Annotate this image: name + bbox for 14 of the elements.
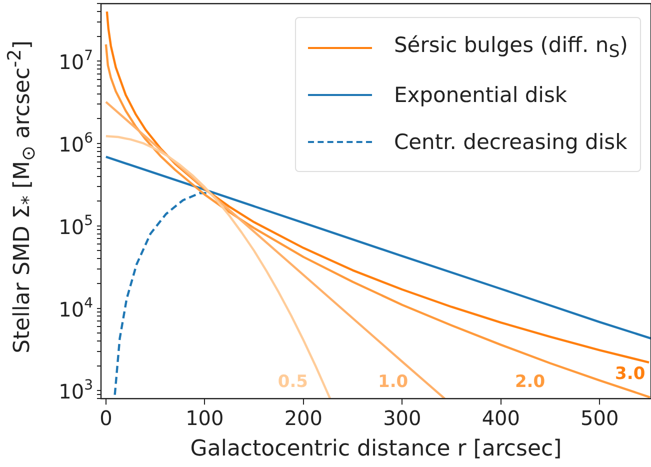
x-tick-label: 200 <box>284 406 323 430</box>
legend-label: Exponential disk <box>394 82 568 106</box>
annotation: 3.0 <box>615 364 646 384</box>
legend-label: Centr. decreasing disk <box>394 130 628 154</box>
x-axis-title: Galactocentric distance r [arcsec] <box>190 436 562 462</box>
x-tick-label: 500 <box>580 406 619 430</box>
legend-label: Sérsic bulges (diff. n$_{S}$) <box>394 32 628 62</box>
x-tick-label: 0 <box>100 406 112 430</box>
annotation: 1.0 <box>378 372 408 392</box>
x-tick-label: 300 <box>383 406 422 430</box>
annotation: 2.0 <box>514 372 546 392</box>
x-tick-label: 100 <box>186 406 224 430</box>
annotation: 0.5 <box>278 372 308 392</box>
x-tick-label: 400 <box>482 406 520 430</box>
